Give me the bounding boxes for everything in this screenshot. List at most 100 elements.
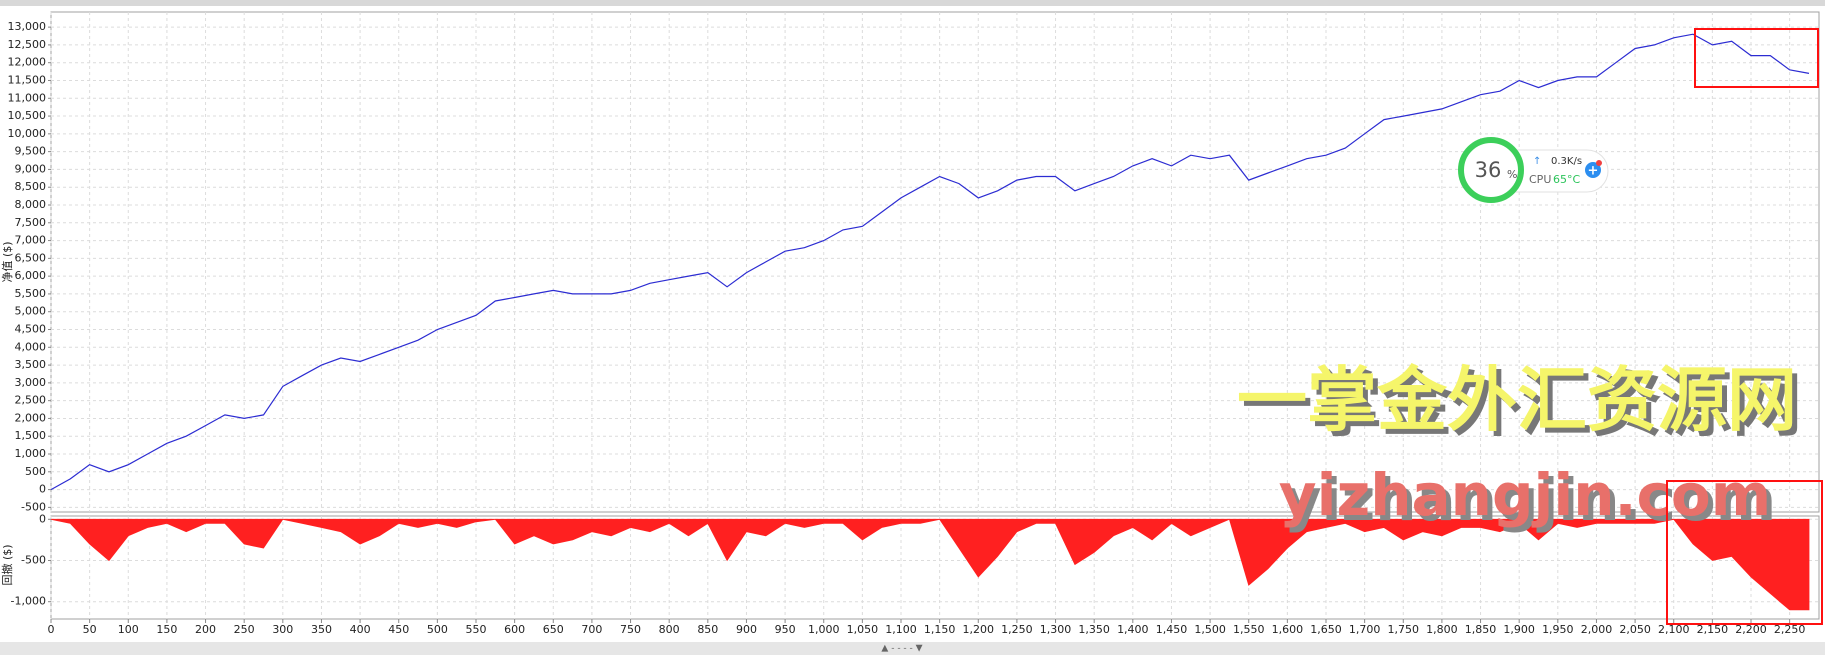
y-tick-label: 5,000: [15, 305, 47, 318]
x-tick-label: 700: [581, 623, 602, 636]
y-tick-label: 3,500: [15, 358, 47, 371]
y-tick-label: 4,500: [15, 323, 47, 336]
cpu-temp: 65°C: [1553, 173, 1580, 186]
x-tick-label: 500: [427, 623, 448, 636]
y-axis-label: 回撤 ($): [0, 544, 14, 585]
highlight-box: [1666, 480, 1823, 625]
x-tick-label: 400: [350, 623, 371, 636]
x-tick-label: 2,050: [1619, 623, 1651, 636]
cpu-label: CPU: [1529, 173, 1551, 186]
x-tick-label: 2,150: [1697, 623, 1729, 636]
y-tick-label: 8,000: [15, 198, 47, 211]
watermark-shadow: 一掌金外汇资源网: [1242, 364, 1802, 446]
y-tick-label: 5,500: [15, 287, 47, 300]
x-tick-label: 350: [311, 623, 332, 636]
x-tick-label: 1,900: [1503, 623, 1535, 636]
net-speed: 0.3K/s: [1551, 156, 1582, 167]
plus-button[interactable]: [1585, 162, 1601, 178]
scroll-handle[interactable]: ▲ - - - - ▼: [881, 644, 922, 654]
y-tick-label: 11,500: [8, 73, 47, 86]
y-tick-label: 2,000: [15, 411, 47, 424]
percent-sign: %: [1507, 168, 1517, 181]
y-tick-label: 0: [39, 483, 46, 496]
y-tick-label: 9,500: [15, 145, 47, 158]
x-tick-label: 200: [195, 623, 216, 636]
x-tick-label: 1,150: [924, 623, 956, 636]
watermark-url: yizhangjin.com: [1279, 461, 1771, 529]
x-tick-label: 1,750: [1388, 623, 1420, 636]
x-tick-label: 550: [466, 623, 487, 636]
x-tick-label: 1,700: [1349, 623, 1381, 636]
x-tick-label: 2,250: [1774, 623, 1806, 636]
x-tick-label: 1,050: [847, 623, 879, 636]
tab-strip: [0, 0, 1825, 6]
y-tick-label: -500: [21, 553, 46, 566]
cpu-percent: 36: [1475, 158, 1502, 182]
x-tick-label: 1,650: [1310, 623, 1342, 636]
y-tick-label: 11,000: [8, 91, 47, 104]
y-tick-label: 1,000: [15, 447, 47, 460]
x-tick-label: 0: [48, 623, 55, 636]
y-tick-label: 0: [39, 512, 46, 525]
x-tick-label: 1,450: [1156, 623, 1188, 636]
x-tick-label: 1,300: [1040, 623, 1072, 636]
top-panel-frame: [50, 11, 1820, 513]
y-tick-label: 6,500: [15, 251, 47, 264]
arrow-up: ↑: [1533, 156, 1541, 167]
y-tick-label: 10,500: [8, 109, 47, 122]
equity-line: [50, 33, 1810, 491]
x-tick-label: 1,200: [963, 623, 995, 636]
watermark-cn: 一掌金外汇资源网: [1237, 359, 1797, 441]
notify-dot: [1596, 160, 1602, 166]
y-tick-label: 4,000: [15, 340, 47, 353]
x-tick-label: 650: [543, 623, 564, 636]
x-tick-label: 100: [118, 623, 139, 636]
plot-marks: -50005001,0001,5002,0002,5003,0003,5004,…: [8, 12, 1819, 636]
y-tick-label: -500: [21, 500, 46, 513]
y-tick-label: 9,000: [15, 162, 47, 175]
x-tick-label: 1,350: [1078, 623, 1110, 636]
x-tick-label: 2,100: [1658, 623, 1690, 636]
highlight-box: [1694, 28, 1819, 88]
x-tick-label: 1,100: [885, 623, 917, 636]
y-tick-label: 2,500: [15, 394, 47, 407]
x-tick-label: 2,000: [1581, 623, 1613, 636]
x-tick-label: 150: [156, 623, 177, 636]
plus-icon[interactable]: +: [1588, 164, 1599, 179]
x-tick-label: 900: [736, 623, 757, 636]
x-tick-label: 1,950: [1542, 623, 1574, 636]
chart-area: [0, 6, 1825, 642]
scroll-bar[interactable]: [0, 642, 1825, 655]
y-axis-label: 净值 ($): [0, 241, 14, 282]
y-tick-label: 6,000: [15, 269, 47, 282]
y-tick-label: 8,500: [15, 180, 47, 193]
x-tick-label: 750: [620, 623, 641, 636]
y-tick-label: 7,000: [15, 234, 47, 247]
bottom-panel-frame: [50, 515, 1820, 620]
y-tick-label: 7,500: [15, 216, 47, 229]
y-tick-label: -1,000: [11, 595, 46, 608]
drawdown-area: [50, 518, 1810, 611]
y-tick-label: 12,000: [8, 56, 47, 69]
x-tick-label: 1,800: [1426, 623, 1458, 636]
cpu-widget: 36 % ↑ 0.3K/s CPU 65°C +: [1458, 137, 1609, 203]
y-tick-label: 3,000: [15, 376, 47, 389]
x-tick-label: 600: [504, 623, 525, 636]
x-tick-label: 50: [83, 623, 97, 636]
x-tick-label: 850: [697, 623, 718, 636]
x-tick-label: 450: [388, 623, 409, 636]
y-tick-label: 1,500: [15, 429, 47, 442]
y-tick-label: 13,000: [8, 20, 47, 33]
x-tick-label: 300: [272, 623, 293, 636]
x-tick-label: 2,200: [1735, 623, 1767, 636]
y-tick-label: 10,000: [8, 127, 47, 140]
x-tick-label: 1,500: [1194, 623, 1226, 636]
y-tick-label: 12,500: [8, 38, 47, 51]
x-tick-label: 950: [775, 623, 796, 636]
x-tick-label: 250: [234, 623, 255, 636]
x-tick-label: 1,250: [1001, 623, 1033, 636]
y-tick-label: 500: [25, 465, 46, 478]
x-tick-label: 1,000: [808, 623, 840, 636]
